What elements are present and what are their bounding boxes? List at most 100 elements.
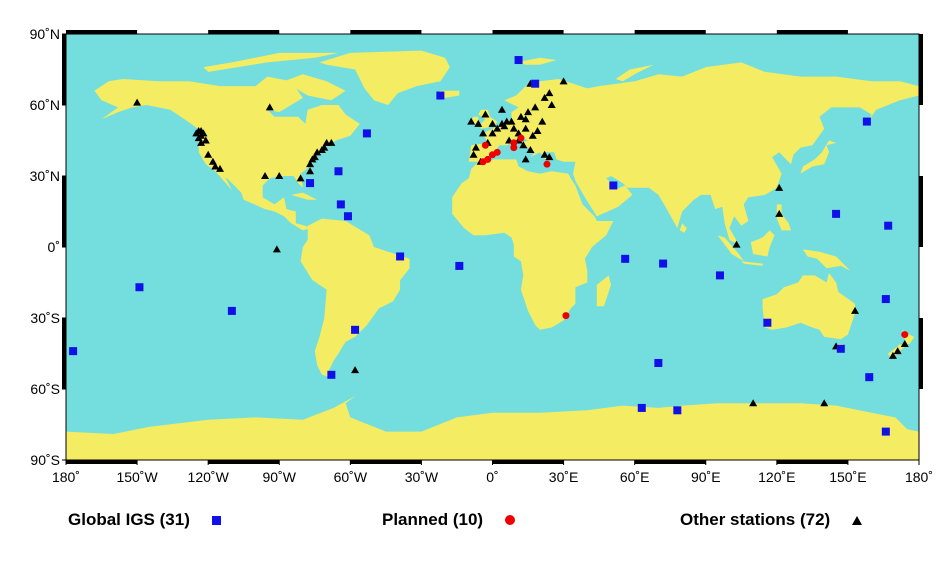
other-station-marker [474, 119, 483, 127]
other-station-marker [306, 160, 315, 168]
other-station-marker [493, 124, 502, 132]
igs-station-marker [343, 212, 352, 221]
other-station-marker [201, 136, 210, 144]
igs-station-marker [336, 200, 345, 209]
border-segment [62, 176, 66, 247]
other-station-marker [514, 129, 523, 137]
other-station-marker [528, 131, 537, 139]
igs-station-marker [351, 325, 360, 334]
other-station-marker [275, 172, 284, 179]
igs-station-marker [673, 406, 682, 415]
other-station-marker [519, 141, 528, 149]
igs-station-marker [362, 129, 371, 138]
other-station-marker [197, 138, 206, 146]
lon-label: 0˚ [486, 469, 498, 485]
other-station-marker [851, 306, 860, 314]
lon-label: 90˚W [263, 469, 297, 485]
other-station-marker [509, 124, 518, 132]
lon-label: 30˚W [405, 469, 439, 485]
land-borneo [750, 230, 775, 257]
lon-label: 150˚W [116, 469, 158, 485]
other-station-marker [194, 134, 203, 142]
land-sri-lanka [679, 223, 687, 233]
border-segment [492, 460, 564, 464]
igs-station-marker [531, 79, 540, 88]
other-station-marker [488, 129, 497, 137]
border-segment [634, 460, 706, 464]
lon-label: 90˚E [691, 469, 721, 485]
land-south-america [300, 218, 410, 378]
other-station-marker [732, 240, 741, 248]
other-station-marker [265, 103, 274, 111]
igs-station-marker [865, 373, 874, 382]
other-station-marker [488, 119, 497, 127]
other-station-marker [327, 138, 336, 146]
igs-station-marker [334, 167, 343, 176]
land-north-america [94, 76, 360, 231]
black-triangle-icon [852, 515, 863, 525]
igs-station-marker [609, 181, 618, 190]
igs-station-marker [832, 209, 841, 218]
other-station-marker [524, 108, 533, 116]
land-baffin [284, 74, 346, 101]
other-station-marker [306, 167, 315, 175]
lon-label: 150˚E [829, 469, 866, 485]
other-station-marker [521, 155, 530, 163]
igs-station-marker [715, 271, 724, 280]
lat-label: 90˚S [30, 452, 60, 468]
lat-label: 30˚N [30, 168, 60, 184]
legend-igs: Global IGS (31) [68, 510, 221, 530]
border-segment [350, 460, 422, 464]
igs-station-marker [455, 261, 464, 270]
lat-label: 60˚S [30, 381, 60, 397]
other-station-marker [481, 110, 490, 118]
other-station-marker [208, 157, 217, 165]
land-madagascar [596, 275, 611, 307]
other-station-marker [467, 117, 476, 125]
other-station-marker [545, 89, 554, 97]
other-station-marker [893, 347, 902, 355]
lon-label: 60˚W [334, 469, 368, 485]
lon-label: 60˚E [620, 469, 650, 485]
border-segment [919, 318, 923, 389]
legend-planned: Planned (10) [382, 510, 516, 530]
other-station-marker [216, 164, 225, 172]
other-station-marker [310, 153, 319, 161]
other-station-marker [313, 148, 322, 156]
other-station-marker [204, 150, 213, 158]
border-segment [66, 460, 138, 464]
planned-station-marker [901, 331, 909, 339]
other-station-marker [531, 103, 540, 111]
land-novaya-zemlya [615, 64, 654, 82]
other-station-marker [749, 399, 758, 407]
other-station-marker [900, 340, 909, 348]
border-segment [919, 176, 923, 247]
planned-station-marker [484, 155, 492, 163]
other-station-marker [888, 351, 897, 359]
lon-label: 120˚W [188, 469, 230, 485]
other-station-marker [547, 101, 556, 108]
other-station-marker [497, 105, 506, 113]
igs-station-marker [227, 306, 236, 315]
land-svalbard [516, 57, 557, 65]
land-antarctica [66, 396, 919, 460]
land-australia [762, 273, 855, 340]
other-station-marker [479, 129, 488, 137]
planned-station-marker [562, 312, 570, 320]
border-segment [776, 460, 848, 464]
border-segment [66, 30, 138, 34]
land-africa [452, 159, 614, 330]
land-java [741, 261, 763, 266]
other-station-marker [471, 143, 480, 151]
lat-label: 60˚N [30, 97, 60, 113]
lat-label: 0˚ [48, 239, 60, 255]
land-philippines [776, 204, 791, 231]
border-segment [492, 30, 564, 34]
border-segment [62, 34, 66, 105]
lon-label: 30˚E [549, 469, 579, 485]
legend-igs-label: Global IGS (31) [68, 510, 190, 529]
legend-other-label: Other stations (72) [680, 510, 831, 529]
other-station-marker [500, 122, 509, 130]
